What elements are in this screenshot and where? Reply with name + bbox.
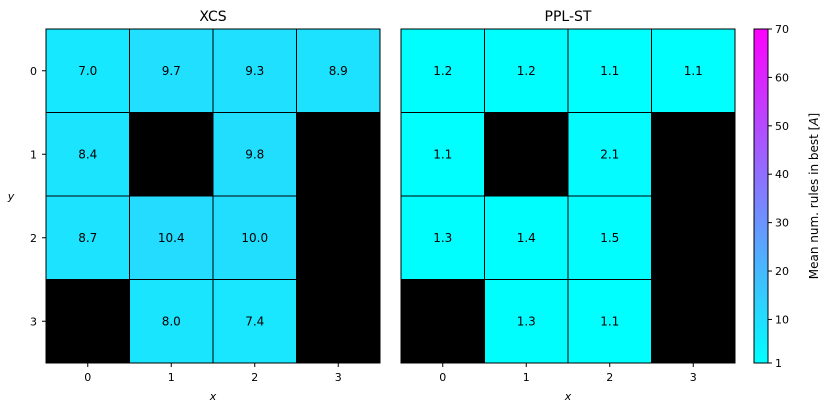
x-tick-label: 1	[168, 371, 175, 384]
heatmap-cell	[567, 195, 652, 280]
x-tick-label: 0	[84, 371, 91, 384]
cell-value-label: 8.4	[78, 147, 97, 161]
y-tick-label: 1	[30, 148, 37, 161]
heatmap-cell	[651, 195, 736, 280]
x-axis-label: x	[209, 390, 217, 403]
cell-value-label: 9.7	[162, 64, 181, 78]
cell-value-label: 8.0	[162, 314, 181, 328]
x-tick-label: 3	[690, 371, 697, 384]
heatmap-cell	[129, 195, 214, 280]
cell-value-label: 1.2	[517, 64, 536, 78]
cell-value-label: 8.7	[78, 231, 97, 245]
heatmap-cell	[400, 195, 485, 280]
heatmap-cell	[484, 279, 569, 364]
heatmap-cell	[400, 279, 485, 364]
y-tick-label: 0	[30, 65, 37, 78]
heatmap-0: 7.0 9.7 9.3 8.9 8.4 9.8 8.7 10.4 10.0 8.0 7.4 XCS 0 1…	[7, 9, 381, 403]
cell-value-label: 1.1	[433, 147, 452, 161]
cell-value-label: 9.8	[245, 147, 264, 161]
colorbar-tick-label: 60	[775, 71, 789, 84]
cell-value-label: 1.2	[433, 64, 452, 78]
heatmap-cell	[296, 279, 381, 364]
colorbar-tick-label: 20	[775, 265, 789, 278]
heatmap-cell	[484, 195, 569, 280]
cell-value-label: 2.1	[600, 147, 619, 161]
heatmap-cell	[651, 28, 736, 113]
heatmap-cell	[567, 112, 652, 197]
heatmap-cell	[296, 28, 381, 113]
heatmap-cell	[45, 279, 130, 364]
colorbar-tick-label: 50	[775, 120, 789, 133]
y-axis-label: y	[7, 190, 15, 203]
cell-value-label: 10.4	[158, 231, 185, 245]
heatmap-cell	[212, 112, 297, 197]
heatmap-cell	[296, 112, 381, 197]
x-tick-label: 2	[251, 371, 258, 384]
cell-value-label: 1.4	[517, 231, 536, 245]
cell-value-label: 1.3	[517, 314, 536, 328]
cell-value-label: 1.1	[684, 64, 703, 78]
cell-value-label: 10.0	[241, 231, 268, 245]
heatmap-cell	[484, 28, 569, 113]
colorbar-gradient	[753, 28, 769, 364]
heatmap-cell	[45, 112, 130, 197]
colorbar-tick-label: 70	[775, 23, 789, 36]
colorbar-tick-label: 10	[775, 313, 789, 326]
plot-frame	[400, 28, 736, 364]
heatmap-cell	[651, 112, 736, 197]
x-tick-label: 1	[523, 371, 530, 384]
heatmap-cell	[296, 195, 381, 280]
cell-value-label: 8.9	[329, 64, 348, 78]
x-axis-label: x	[564, 390, 572, 403]
colorbar-tick-label: 40	[775, 168, 789, 181]
heatmap-cell	[129, 112, 214, 197]
colorbar: 1 10 20 30 40 50 60 70 Mean num. rules in best […	[753, 23, 821, 370]
heatmap-cell	[651, 279, 736, 364]
panel-title: XCS	[199, 9, 226, 25]
heatmap-1: 1.2 1.2 1.1 1.1 1.1 2.1 1.3 1.4 1.5 1.3 1.1 PPL-ST 0…	[400, 9, 736, 403]
cell-value-label: 1.5	[600, 231, 619, 245]
y-tick-label: 2	[30, 232, 37, 245]
heatmap-cell	[484, 112, 569, 197]
cell-value-label: 1.1	[600, 314, 619, 328]
cell-value-label: 9.3	[245, 64, 264, 78]
heatmap-cell	[400, 112, 485, 197]
cell-value-label: 1.3	[433, 231, 452, 245]
x-tick-label: 0	[439, 371, 446, 384]
cell-value-label: 7.0	[78, 64, 97, 78]
x-tick-label: 2	[606, 371, 613, 384]
colorbar-label: Mean num. rules in best [A]	[807, 113, 821, 279]
plot-frame	[45, 28, 381, 364]
heatmap-cell	[129, 28, 214, 113]
heatmap-cell	[129, 279, 214, 364]
panel-title: PPL-ST	[545, 9, 592, 25]
colorbar-tick-label: 30	[775, 217, 789, 230]
x-tick-label: 3	[335, 371, 342, 384]
heatmap-cell	[45, 28, 130, 113]
cell-value-label: 7.4	[245, 314, 264, 328]
heatmap-cell	[567, 28, 652, 113]
cell-value-label: 1.1	[600, 64, 619, 78]
colorbar-tick-label: 1	[775, 357, 782, 370]
y-tick-label: 3	[30, 315, 37, 328]
